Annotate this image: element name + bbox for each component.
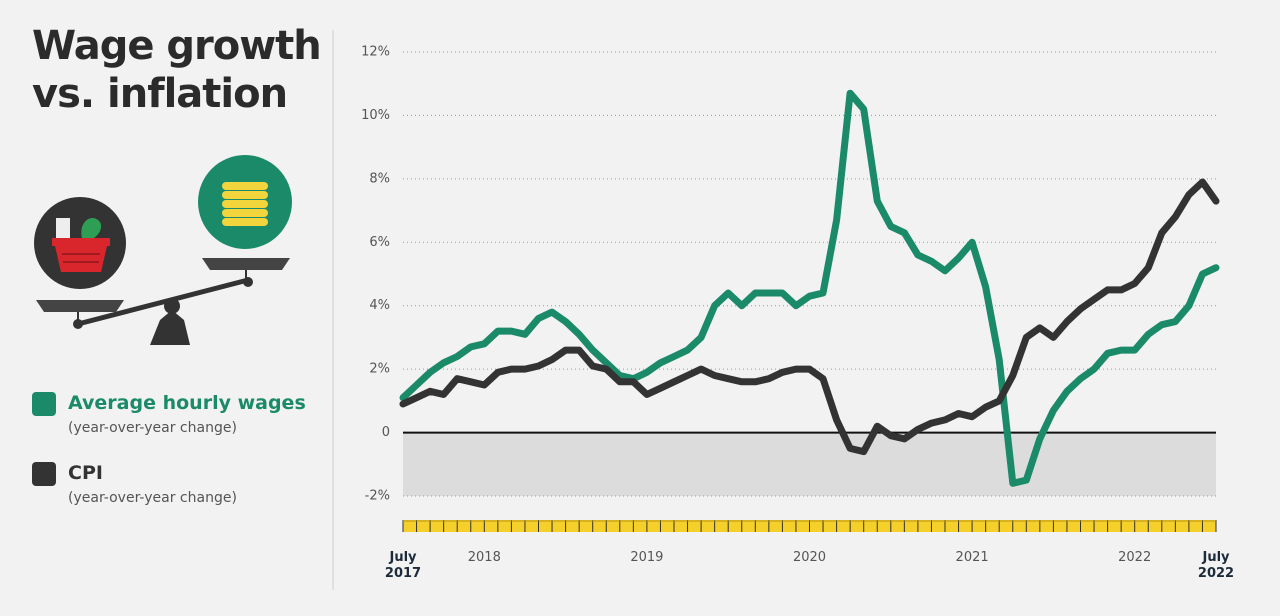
x-tick-label: 2019 — [630, 550, 664, 565]
y-tick-label: 2% — [369, 362, 390, 377]
y-tick-label: 6% — [369, 235, 390, 250]
series-line — [399, 89, 1220, 487]
legend-swatch — [32, 392, 56, 416]
y-tick-label: 8% — [369, 171, 390, 186]
legend-swatch — [32, 462, 56, 486]
y-tick-label: 0 — [382, 425, 390, 440]
legend-label: CPI — [68, 462, 103, 484]
x-tick-label: 2018 — [467, 550, 501, 565]
illustration — [34, 155, 292, 345]
legend-label: Average hourly wages — [68, 392, 306, 414]
x-tick-label: 2022 — [1118, 550, 1152, 565]
y-tick-label: 12% — [361, 45, 390, 60]
legend-description: (year-over-year change) — [68, 420, 237, 436]
x-tick-label: 2021 — [955, 550, 989, 565]
series-line — [399, 178, 1220, 456]
legend-description: (year-over-year change) — [68, 490, 237, 506]
x-tick-label: July 2017 — [384, 550, 422, 581]
x-tick-label: July 2022 — [1197, 550, 1235, 581]
y-tick-label: 10% — [361, 108, 390, 123]
chart-title: Wage growth vs. inflation — [32, 23, 322, 117]
x-tick-label: 2020 — [792, 550, 827, 565]
y-tick-label: 4% — [369, 298, 390, 313]
negative-band — [403, 432, 1216, 496]
y-tick-label: -2% — [365, 489, 390, 504]
